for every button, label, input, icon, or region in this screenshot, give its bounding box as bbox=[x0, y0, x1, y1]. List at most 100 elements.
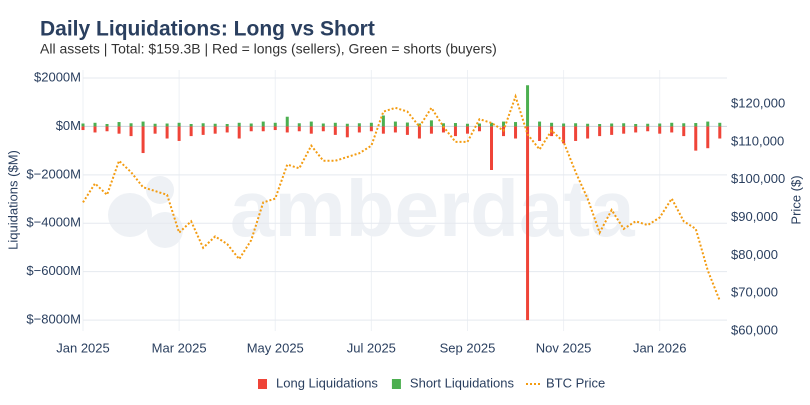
x-tick-label: Jan 2026 bbox=[633, 340, 687, 355]
bar bbox=[706, 121, 710, 127]
x-tick-label: Mar 2025 bbox=[152, 340, 207, 355]
watermark-logo bbox=[108, 176, 183, 248]
bar bbox=[429, 120, 433, 127]
y2-tick-label: $90,000 bbox=[731, 209, 778, 224]
y2-tick-label: $100,000 bbox=[731, 171, 785, 186]
bar bbox=[129, 123, 133, 127]
bar bbox=[610, 126, 614, 135]
bar bbox=[177, 122, 181, 127]
bar bbox=[201, 126, 205, 135]
bar bbox=[465, 123, 469, 127]
bar bbox=[357, 123, 361, 127]
bar bbox=[285, 126, 289, 133]
bar bbox=[105, 126, 109, 132]
bar bbox=[562, 126, 566, 144]
chart-subtitle: All assets | Total: $159.3B | Red = long… bbox=[40, 41, 497, 57]
bar bbox=[598, 126, 602, 137]
legend-label: Long Liquidations bbox=[276, 375, 378, 390]
bar bbox=[405, 122, 409, 127]
bar bbox=[586, 126, 590, 139]
bar bbox=[477, 123, 481, 127]
bar bbox=[381, 126, 385, 134]
legend-label: BTC Price bbox=[546, 375, 605, 390]
bar bbox=[514, 122, 518, 127]
bar bbox=[93, 126, 97, 133]
y2-tick-label: $120,000 bbox=[731, 95, 785, 110]
bar bbox=[658, 123, 662, 127]
bar bbox=[141, 126, 145, 154]
bar bbox=[453, 123, 457, 127]
y2-tick-label: $110,000 bbox=[731, 133, 784, 148]
bar bbox=[333, 126, 337, 135]
bar bbox=[682, 123, 686, 127]
bar bbox=[249, 123, 253, 127]
bar bbox=[526, 85, 530, 127]
bar bbox=[201, 123, 205, 127]
y-tick-label: $−8000M bbox=[26, 312, 81, 327]
bar bbox=[273, 126, 277, 131]
bar bbox=[345, 126, 349, 138]
bar bbox=[333, 122, 337, 127]
bar bbox=[694, 126, 698, 151]
y2-tick-label: $70,000 bbox=[731, 285, 778, 300]
x-tick-label: Sep 2025 bbox=[440, 340, 496, 355]
bar bbox=[646, 126, 650, 132]
bar bbox=[682, 126, 686, 137]
bar bbox=[622, 126, 626, 134]
bar bbox=[586, 123, 590, 127]
bar bbox=[574, 123, 578, 127]
bar bbox=[453, 126, 457, 137]
bar bbox=[117, 122, 121, 127]
bar bbox=[634, 123, 638, 127]
bar bbox=[622, 123, 626, 127]
bar bbox=[514, 126, 518, 139]
bar bbox=[502, 121, 506, 127]
bar bbox=[574, 126, 578, 141]
y-axis-title: Liquidations ($M) bbox=[5, 150, 20, 250]
bar bbox=[297, 126, 301, 132]
bar bbox=[81, 126, 85, 131]
bar bbox=[225, 123, 229, 127]
legend-swatch bbox=[258, 379, 267, 389]
bar bbox=[153, 126, 157, 134]
bar bbox=[538, 121, 542, 127]
bar bbox=[694, 123, 698, 127]
y-tick-label: $−4000M bbox=[26, 215, 81, 230]
bar bbox=[165, 126, 169, 139]
bar bbox=[81, 123, 85, 127]
bar bbox=[225, 126, 229, 133]
bar bbox=[658, 126, 662, 134]
bar bbox=[526, 126, 530, 321]
bar bbox=[105, 123, 109, 127]
bar bbox=[261, 121, 265, 127]
bar bbox=[369, 122, 373, 127]
bar bbox=[670, 126, 674, 133]
bar bbox=[538, 126, 542, 141]
bar bbox=[381, 115, 385, 127]
bar bbox=[213, 126, 217, 134]
bar bbox=[718, 122, 722, 127]
bar bbox=[213, 123, 217, 127]
bar bbox=[646, 123, 650, 127]
bar bbox=[429, 126, 433, 134]
x-tick-label: May 2025 bbox=[247, 340, 304, 355]
bar bbox=[309, 121, 313, 127]
bar bbox=[550, 122, 554, 127]
bar bbox=[562, 123, 566, 127]
y-tick-label: $−2000M bbox=[26, 166, 81, 181]
y-tick-label: $2000M bbox=[34, 69, 81, 84]
bar bbox=[93, 122, 97, 127]
bar bbox=[249, 126, 253, 132]
y2-axis-title: Price ($) bbox=[788, 175, 803, 224]
bar bbox=[165, 123, 169, 127]
bar bbox=[670, 122, 674, 127]
bar bbox=[441, 126, 445, 133]
bar bbox=[345, 123, 349, 127]
bar bbox=[706, 126, 710, 149]
price-line bbox=[82, 93, 721, 302]
bar bbox=[490, 126, 494, 170]
bar bbox=[309, 126, 313, 134]
bar bbox=[321, 126, 325, 132]
bar bbox=[598, 123, 602, 127]
bar bbox=[357, 126, 361, 133]
